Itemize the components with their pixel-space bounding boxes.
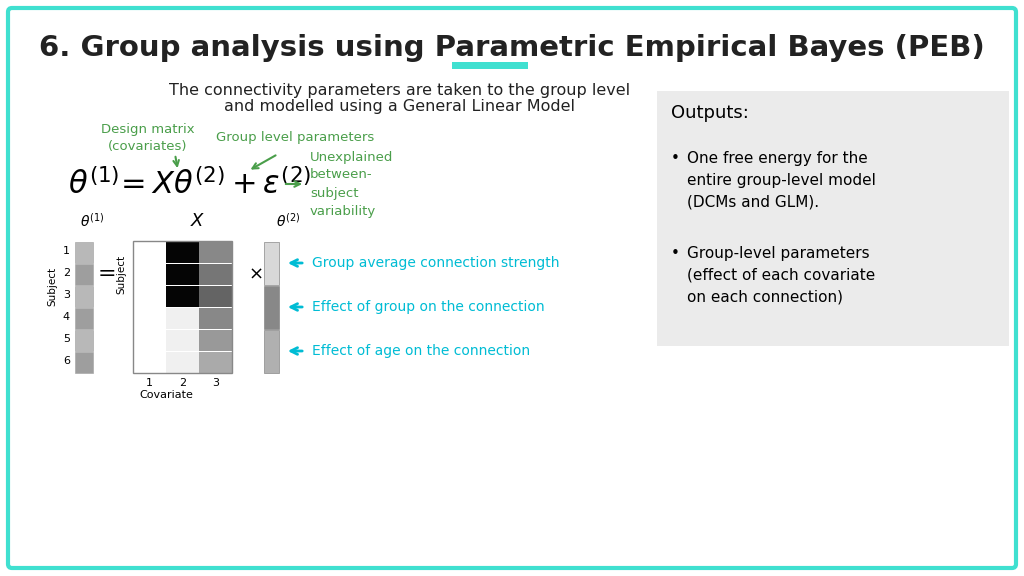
Bar (133, 263, 166, 285)
Bar (264, 286, 279, 329)
Text: Unexplained
between-
subject
variability: Unexplained between- subject variability (310, 150, 393, 218)
Text: Effect of group on the connection: Effect of group on the connection (312, 300, 545, 314)
Text: $\times$: $\times$ (248, 265, 262, 283)
Text: 2: 2 (179, 378, 186, 388)
Bar (75, 242, 93, 263)
Bar (75, 286, 93, 307)
Bar (75, 264, 93, 285)
Text: $\theta^{(1)}$: $\theta^{(1)}$ (68, 168, 120, 200)
Bar (199, 263, 231, 285)
Text: $= X\theta^{(2)} + \epsilon^{(2)}$: $= X\theta^{(2)} + \epsilon^{(2)}$ (115, 168, 311, 200)
Bar (166, 263, 199, 285)
Bar (133, 329, 166, 351)
Text: 4: 4 (62, 312, 70, 322)
Text: One free energy for the
entire group-level model
(DCMs and GLM).: One free energy for the entire group-lev… (687, 151, 876, 209)
Text: Group average connection strength: Group average connection strength (312, 256, 559, 270)
Text: 6: 6 (63, 356, 70, 366)
Bar (166, 308, 199, 329)
Bar (75, 330, 93, 351)
Text: Outputs:: Outputs: (671, 104, 749, 122)
Text: 6. Group analysis using Parametric Empirical Bayes (PEB): 6. Group analysis using Parametric Empir… (39, 34, 985, 62)
Text: $\theta^{(2)}$: $\theta^{(2)}$ (275, 212, 300, 230)
Text: 3: 3 (63, 290, 70, 300)
Bar (657, 91, 1009, 346)
Bar (199, 241, 231, 263)
Text: •: • (671, 151, 680, 166)
Bar (133, 241, 232, 373)
Text: 5: 5 (63, 334, 70, 344)
Text: 1: 1 (63, 246, 70, 256)
Text: $\theta^{(1)}$: $\theta^{(1)}$ (80, 212, 104, 230)
Text: Subject: Subject (47, 267, 57, 305)
Text: 3: 3 (212, 378, 219, 388)
Bar (133, 308, 166, 329)
Text: $X$: $X$ (190, 212, 206, 230)
Text: =: = (97, 264, 117, 284)
Bar (133, 241, 166, 263)
Text: Effect of age on the connection: Effect of age on the connection (312, 344, 530, 358)
Text: and modelled using a General Linear Model: and modelled using a General Linear Mode… (224, 100, 575, 115)
FancyBboxPatch shape (8, 8, 1016, 568)
Text: The connectivity parameters are taken to the group level: The connectivity parameters are taken to… (169, 82, 631, 97)
Bar (133, 286, 166, 307)
Bar (199, 286, 231, 307)
Text: Group level parameters: Group level parameters (216, 131, 374, 145)
Bar (264, 330, 279, 373)
Bar (166, 329, 199, 351)
Text: Subject: Subject (116, 255, 126, 294)
Bar (452, 62, 528, 69)
Bar (264, 242, 279, 285)
Bar (166, 286, 199, 307)
Text: Design matrix
(covariates): Design matrix (covariates) (101, 123, 195, 153)
Text: •: • (671, 246, 680, 261)
Bar (199, 329, 231, 351)
Bar (166, 241, 199, 263)
Bar (199, 308, 231, 329)
Bar (75, 352, 93, 373)
Bar (133, 351, 166, 373)
Bar (166, 351, 199, 373)
Bar (75, 308, 93, 329)
Text: Group-level parameters
(effect of each covariate
on each connection): Group-level parameters (effect of each c… (687, 246, 876, 304)
Text: 1: 1 (146, 378, 153, 388)
Bar (199, 351, 231, 373)
Text: 2: 2 (62, 268, 70, 278)
Text: Covariate: Covariate (139, 390, 193, 400)
